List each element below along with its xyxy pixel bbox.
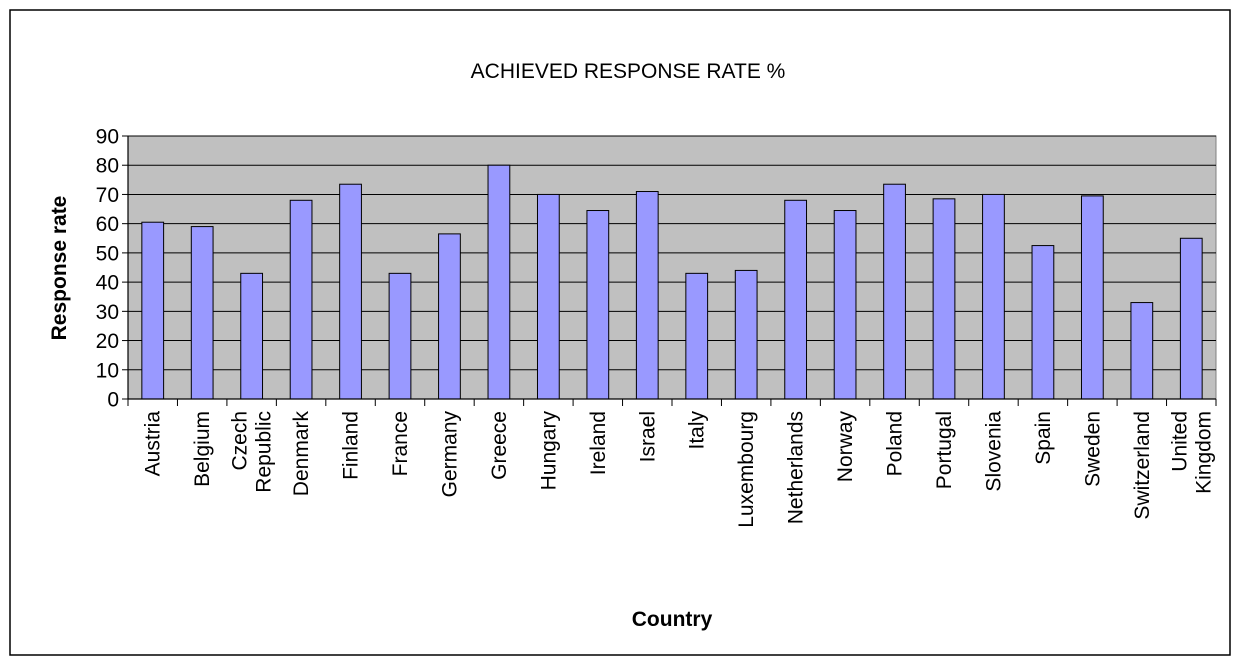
y-tick-label: 40	[96, 272, 119, 295]
x-tick-label: France	[389, 411, 412, 476]
bar	[536, 193, 560, 400]
y-tick-label: 80	[96, 155, 119, 178]
bar	[635, 191, 659, 400]
y-axis-ticks: 0 10 20 30 40 50 60 70 80 90	[96, 126, 128, 412]
x-tick-label: Slovenia	[983, 411, 1006, 492]
bar	[932, 198, 956, 400]
x-tick-label: Israel	[636, 411, 659, 462]
bar	[734, 269, 758, 400]
x-tick-label: Republic	[253, 411, 276, 493]
y-tick-label: 10	[96, 359, 119, 382]
x-tick-label: Poland	[884, 411, 907, 476]
x-tick-label: Hungary	[537, 411, 560, 491]
y-tick-label: 60	[96, 213, 119, 236]
y-tick-label: 90	[96, 126, 119, 149]
y-tick-label: 50	[96, 242, 119, 265]
y-tick-label: 20	[96, 330, 119, 353]
bars	[141, 164, 1203, 400]
x-tick-label: Spain	[1032, 411, 1055, 465]
bar	[487, 164, 511, 400]
bar	[586, 210, 610, 400]
x-tick-label: Portugal	[933, 411, 956, 489]
bar	[685, 272, 709, 400]
x-tick-label: Greece	[488, 411, 511, 480]
chart-title: ACHIEVED RESPONSE RATE %	[471, 60, 786, 83]
bar	[438, 233, 461, 400]
bar	[1130, 302, 1154, 400]
bar	[388, 272, 412, 400]
x-tick-label: Sweden	[1081, 411, 1104, 487]
x-tick-label: Ireland	[587, 411, 610, 475]
x-tick-label: Austria	[142, 411, 165, 477]
x-tick-label: Czech	[229, 411, 252, 471]
x-tick-label: United	[1168, 411, 1191, 472]
y-tick-label: 0	[107, 389, 119, 412]
x-tick-label: Finland	[340, 411, 363, 480]
y-tick-label: 70	[96, 184, 119, 207]
x-tick-label: Switzerland	[1131, 411, 1154, 520]
bar	[240, 272, 264, 400]
x-tick-label: Netherlands	[785, 411, 808, 524]
y-tick-label: 30	[96, 301, 119, 324]
bar	[339, 183, 362, 400]
bar	[141, 221, 165, 400]
bar	[833, 210, 857, 400]
bar	[1080, 195, 1104, 400]
bar	[1179, 237, 1203, 400]
x-tick-label: Belgium	[191, 411, 214, 487]
bar	[883, 183, 906, 400]
x-tick-label: Italy	[686, 411, 709, 450]
x-tick-label: Kingdom	[1192, 411, 1215, 494]
bar	[982, 193, 1005, 400]
x-tick-label: Norway	[834, 411, 857, 483]
y-axis-label: Response rate	[48, 196, 71, 341]
x-axis-ticks: Austria Belgium Czech Republic Denmark Finlan…	[127, 399, 1217, 528]
bar	[190, 226, 214, 400]
bar	[289, 199, 313, 400]
bar	[784, 199, 808, 400]
x-tick-label: Germany	[439, 411, 462, 498]
x-tick-label: Denmark	[290, 411, 313, 497]
bar	[1031, 245, 1055, 400]
x-axis-label: Country	[632, 608, 713, 631]
x-tick-label: Luxembourg	[735, 411, 758, 528]
